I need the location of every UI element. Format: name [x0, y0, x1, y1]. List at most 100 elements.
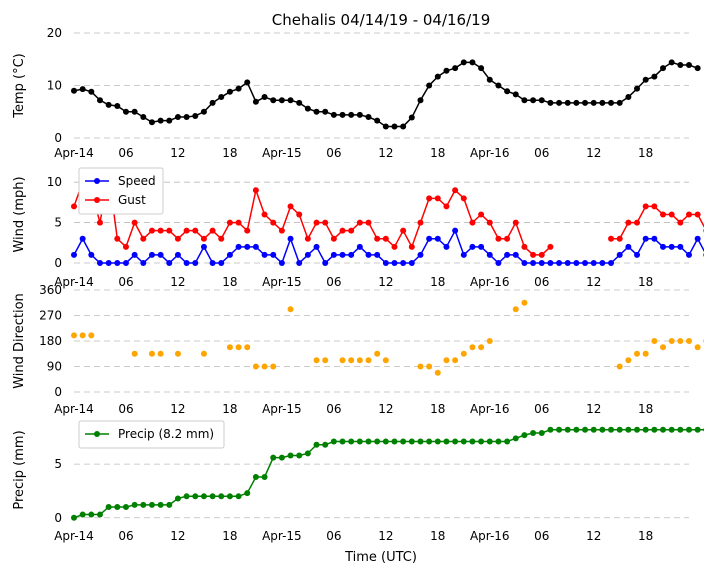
dir-point: [148, 350, 155, 357]
gust-point: [287, 203, 294, 210]
speed-point: [547, 260, 554, 266]
precip-xtick-label: 18: [638, 529, 653, 543]
speed-point: [287, 235, 294, 242]
temp-point: [694, 65, 701, 72]
gust-point: [131, 219, 138, 226]
speed-point: [148, 251, 155, 258]
wind-xtick-label: 18: [222, 275, 237, 289]
temp-xtick-label: 12: [586, 146, 601, 160]
temp-point: [218, 94, 225, 101]
temp-point: [209, 99, 216, 106]
speed-point: [504, 251, 511, 258]
gust-point: [504, 235, 511, 242]
temp-point: [391, 123, 398, 130]
speed-point: [512, 251, 519, 258]
dir-point: [365, 357, 372, 364]
speed-point: [495, 260, 502, 266]
precip-8-2-mm--point: [504, 438, 511, 445]
precip-8-2-mm--point: [668, 426, 675, 433]
dir-xtick-label: Apr-16: [470, 402, 510, 416]
speed-point: [79, 235, 86, 242]
temp-point: [296, 99, 303, 106]
speed-point: [642, 235, 649, 242]
temp-point: [183, 114, 190, 120]
speed-point: [434, 235, 441, 242]
temp-xtick-label: 18: [430, 146, 445, 160]
speed-point: [192, 260, 199, 266]
temp-point: [244, 79, 251, 86]
temp-point: [287, 97, 294, 104]
precip-xtick-label: 12: [378, 529, 393, 543]
speed-point: [356, 243, 363, 250]
gust-point: [270, 219, 277, 226]
dir-ylabel: Wind Direction: [12, 293, 27, 389]
gust-point: [140, 235, 147, 242]
temp-point: [460, 59, 467, 66]
gust-point: [166, 227, 173, 234]
temp-point: [122, 108, 129, 115]
speed-point: [417, 251, 424, 258]
temp-point: [200, 108, 207, 115]
precip-panel: 0 5 Precip (mm) Apr-14 06 12 18 Apr-15 06 12 18 Apr…: [12, 420, 704, 543]
dir-point: [634, 350, 641, 357]
gust-point: [157, 227, 164, 234]
speed-point: [469, 243, 476, 250]
dir-point: [244, 344, 251, 351]
precip-8-2-mm--point: [261, 473, 268, 480]
precip-xtick-label: 06: [534, 529, 549, 543]
gust-point: [660, 211, 667, 218]
gust-point: [434, 195, 441, 202]
temp-point: [226, 88, 233, 95]
precip-8-2-mm--point: [391, 438, 398, 445]
temp-point: [400, 123, 407, 130]
dir-xtick-label: Apr-15: [262, 402, 302, 416]
precip-8-2-mm--point: [417, 438, 424, 445]
precip-8-2-mm--point: [452, 438, 459, 445]
speed-point: [244, 243, 251, 250]
gust-point: [122, 243, 129, 250]
dir-point: [88, 332, 95, 339]
speed-point: [365, 251, 372, 258]
precip-8-2-mm--point: [538, 429, 545, 436]
chart-title: Chehalis 04/14/19 - 04/16/19: [272, 11, 491, 29]
precip-ytick-label: 0: [54, 511, 62, 525]
precip-8-2-mm--point: [660, 426, 667, 433]
speed-point: [313, 243, 320, 250]
gust-point: [148, 227, 155, 234]
precip-8-2-mm--point: [313, 441, 320, 448]
speed-point: [183, 260, 190, 266]
temp-xtick-label: 18: [638, 146, 653, 160]
wind-ylabel: Wind (mph): [12, 176, 27, 252]
temp-point: [495, 82, 502, 89]
temp-xtick-label: 18: [222, 146, 237, 160]
speed-point: [166, 260, 173, 266]
temp-xtick-label: 12: [170, 146, 185, 160]
gust-point: [486, 219, 493, 226]
gust-point: [443, 203, 450, 210]
gust-point: [348, 227, 355, 234]
precip-8-2-mm--point: [157, 501, 164, 508]
precip-8-2-mm--point: [252, 473, 259, 480]
speed-point: [218, 260, 225, 266]
legend-swatch-marker: [94, 178, 100, 184]
speed-point: [686, 251, 692, 258]
gust-point: [417, 219, 424, 226]
temp-point: [469, 59, 476, 66]
gust-point: [313, 219, 320, 226]
dir-ytick-label: 180: [39, 334, 62, 348]
gust-point: [356, 219, 363, 226]
temp-point: [642, 76, 649, 83]
temp-point: [573, 99, 580, 106]
speed-point: [391, 260, 398, 266]
precip-8-2-mm--point: [694, 426, 701, 433]
speed-point: [270, 251, 277, 258]
precip-8-2-mm--point: [400, 438, 407, 445]
precip-xtick-label: 06: [326, 529, 341, 543]
dir-point: [313, 357, 320, 364]
dir-point: [625, 357, 632, 364]
precip-xtick-label: 12: [170, 529, 185, 543]
precip-8-2-mm--point: [166, 501, 173, 508]
temp-point: [686, 62, 692, 69]
precip-8-2-mm--point: [408, 438, 415, 445]
dir-point: [478, 344, 485, 351]
